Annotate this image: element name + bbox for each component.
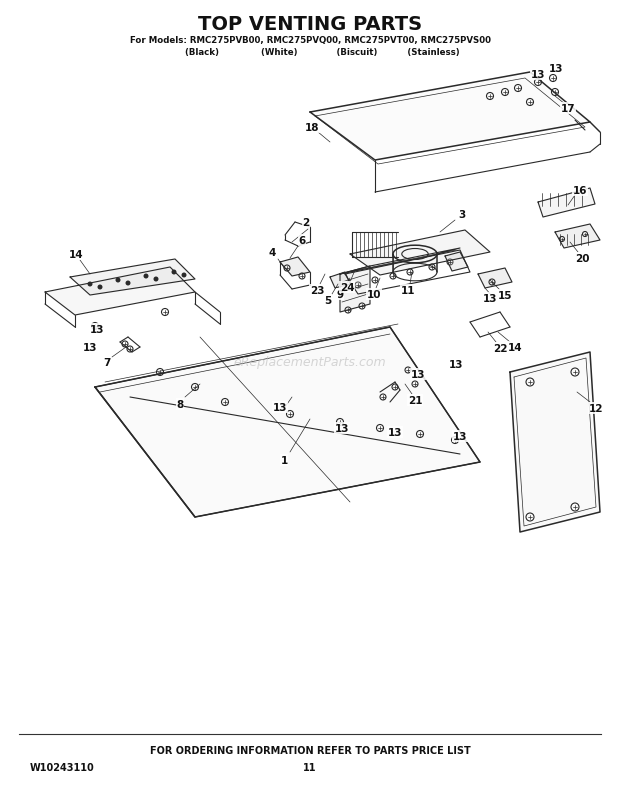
Polygon shape [330,273,350,289]
Text: 13: 13 [410,370,425,379]
Text: 13: 13 [273,403,287,412]
Text: TOP VENTING PARTS: TOP VENTING PARTS [198,15,422,34]
Text: 13: 13 [483,294,497,304]
Text: 12: 12 [589,403,603,414]
Polygon shape [510,353,600,533]
Text: 1: 1 [280,456,288,465]
Polygon shape [280,257,310,277]
Circle shape [172,270,177,275]
Text: 13: 13 [335,423,349,433]
Text: 9: 9 [337,290,343,300]
Text: eReplacementParts.com: eReplacementParts.com [234,356,386,369]
Text: 13: 13 [531,70,545,80]
Circle shape [182,273,187,278]
Polygon shape [445,253,468,272]
Polygon shape [95,327,480,517]
Text: 20: 20 [575,253,589,264]
Circle shape [143,274,149,279]
Text: 16: 16 [573,186,587,196]
Polygon shape [350,231,490,276]
Text: 13: 13 [453,431,467,441]
Text: 14: 14 [69,249,83,260]
Text: 23: 23 [310,286,324,296]
Text: 15: 15 [498,290,512,301]
Polygon shape [70,260,195,296]
Text: 21: 21 [408,395,422,406]
Text: 5: 5 [324,296,332,306]
Polygon shape [538,188,595,217]
Polygon shape [310,73,590,160]
Polygon shape [45,268,195,316]
Polygon shape [478,269,512,289]
Text: 2: 2 [303,217,309,228]
Polygon shape [340,267,370,313]
Text: 3: 3 [458,210,466,220]
Text: 4: 4 [268,248,276,257]
Text: 8: 8 [176,399,184,410]
Text: 10: 10 [367,290,381,300]
Text: (Black)              (White)             (Biscuit)          (Stainless): (Black) (White) (Biscuit) (Stainless) [161,47,459,56]
Text: 11: 11 [303,762,317,772]
Text: 7: 7 [104,358,111,367]
Text: 13: 13 [449,359,463,370]
Text: 22: 22 [493,343,507,354]
Circle shape [154,277,159,282]
Text: 18: 18 [305,123,319,133]
Polygon shape [555,225,600,249]
Circle shape [125,282,130,286]
Text: W10243110: W10243110 [30,762,95,772]
Circle shape [115,278,120,283]
Text: FOR ORDERING INFORMATION REFER TO PARTS PRICE LIST: FOR ORDERING INFORMATION REFER TO PARTS … [149,745,471,755]
Circle shape [97,286,102,290]
Text: 13: 13 [549,64,563,74]
Text: 13: 13 [90,325,104,334]
Text: 14: 14 [508,342,522,353]
Text: For Models: RMC275PVB00, RMC275PVQ00, RMC275PVT00, RMC275PVS00: For Models: RMC275PVB00, RMC275PVQ00, RM… [130,36,490,46]
Text: 11: 11 [401,286,415,296]
Text: 13: 13 [82,342,97,353]
Text: 17: 17 [560,104,575,114]
Text: 24: 24 [340,282,354,293]
Text: 6: 6 [298,236,306,245]
Text: 13: 13 [388,427,402,437]
Circle shape [87,282,92,287]
